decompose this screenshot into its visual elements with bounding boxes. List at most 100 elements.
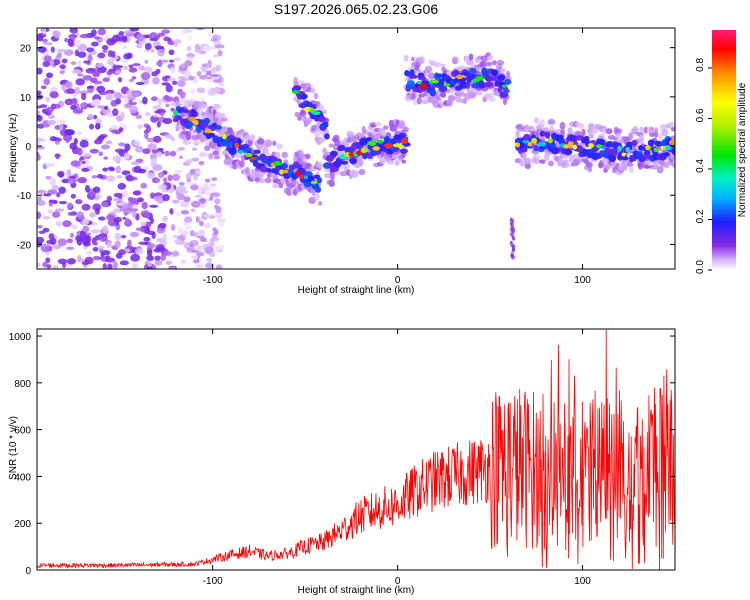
spectrogram-noise-blob <box>143 66 153 73</box>
spectrogram-noise-blob <box>152 105 162 110</box>
spectrogram-ridge-core <box>455 85 463 91</box>
spectrogram-ridge-peak <box>204 129 213 134</box>
spectrogram-noise-blob <box>37 110 41 115</box>
spectrogram-noise-blob <box>171 250 180 257</box>
spectrogram-noise-blob <box>75 39 81 48</box>
spectrogram-noise-blob <box>157 48 165 57</box>
spectrogram-ridge-halo <box>631 125 639 134</box>
spectrogram-ridge-halo <box>440 93 446 98</box>
spectrogram-noise-blob <box>64 129 74 136</box>
spectrogram-ridge-halo <box>403 126 410 133</box>
spectrogram-noise-blob <box>180 259 187 264</box>
spectrogram-ridge-core <box>266 168 272 173</box>
spectrogram-noise-blob <box>105 214 115 221</box>
spectrogram-noise-blob <box>58 123 64 131</box>
spectrogram-noise-blob <box>147 143 157 151</box>
spectrogram-noise-blob <box>37 200 46 206</box>
spectrogram-noise-blob <box>125 175 135 182</box>
spectrogram-noise-blob <box>168 59 175 63</box>
spectrogram-noise-blob <box>154 260 163 266</box>
spectrogram-noise-blob <box>161 59 169 63</box>
spectrogram-noise-blob <box>42 261 48 268</box>
spectrogram-ridge-core <box>182 109 190 114</box>
spectrogram-noise-blob <box>156 60 163 67</box>
spectrogram-ridge-halo <box>276 143 284 150</box>
spectrogram-ridge-peak <box>396 144 405 149</box>
spectrogram-noise-blob <box>190 184 199 191</box>
spectrogram-ridge-halo <box>491 60 497 66</box>
spectrogram-noise-blobs <box>37 28 226 269</box>
spectrogram-ridge-halo <box>389 124 398 132</box>
spectrogram-noise-blob <box>114 232 122 241</box>
spectrogram-noise-blob <box>154 255 161 261</box>
spectrogram-noise-blob <box>92 70 101 78</box>
spectrogram-noise-blob <box>61 84 67 91</box>
spectrogram-ridge-halo <box>359 132 365 139</box>
spectrogram-noise-blob <box>191 147 198 151</box>
spectrogram-ridge-peak <box>372 146 380 151</box>
spectrogram-ridge-halo <box>345 163 351 169</box>
spectrogram-noise-blob <box>70 104 77 111</box>
spectrogram-ridge-halo <box>522 152 527 160</box>
spectrogram-noise-blob <box>187 75 195 81</box>
spectrogram-ridges <box>171 52 675 261</box>
spectrogram-noise-blob <box>214 198 221 205</box>
spectrogram-noise-blob <box>195 216 200 223</box>
spectrogram-ridge-halo <box>339 170 348 177</box>
spectrogram-ridge-peak <box>475 75 485 81</box>
spectrogram-noise-blob <box>71 97 78 106</box>
spectrogram-noise-blob <box>71 224 78 230</box>
spectrogram-ridge-core <box>215 125 222 130</box>
spectrogram-ridge-halo <box>403 54 409 62</box>
spectrogram-ridge-halo <box>208 140 217 149</box>
spectrogram-ridge-core <box>621 156 629 161</box>
spectrogram-ridge-peak <box>625 146 631 153</box>
spectrogram-noise-blob <box>156 227 166 234</box>
spectrogram-noise-blob <box>77 177 87 184</box>
spectrogram-noise-blob <box>103 156 109 160</box>
spectrogram-ridge-halo <box>605 128 613 135</box>
spectrogram-noise-blob <box>144 59 149 64</box>
spectrogram-ridge-halo <box>302 113 307 120</box>
spectrogram-noise-blob <box>159 112 165 117</box>
spectrogram-noise-blob <box>77 147 83 156</box>
spectrogram-noise-blob <box>97 245 105 250</box>
spectrogram-noise-blob <box>81 167 90 172</box>
spectrogram-noise-blob <box>123 152 130 160</box>
spectrogram-noise-blob <box>45 257 51 264</box>
spectrogram-ridge-halo <box>358 168 366 176</box>
spectrogram-noise-blob <box>196 251 205 257</box>
spectrogram-noise-blob <box>111 129 120 134</box>
spectrogram-noise-blob <box>170 107 175 112</box>
spectrogram-ridge-core <box>609 149 618 157</box>
spectrogram-ridge-core <box>399 148 408 154</box>
spectrogram-noise-blob <box>49 87 59 92</box>
spectrogram-ridge-halo <box>601 128 607 135</box>
spectrogram-noise-blob <box>37 236 45 244</box>
snr-panel: -100 0 100 0 200 400 600 800 1000 Height of str… <box>8 328 676 596</box>
spectrogram-noise-blob <box>105 93 114 101</box>
spectrogram-noise-blob <box>162 215 169 222</box>
spectrogram-noise-blob <box>115 98 122 105</box>
spectrogram-ridge-halo <box>484 61 493 67</box>
spectrogram-noise-blob <box>203 214 212 218</box>
spectrogram-ridge-peak <box>567 141 574 146</box>
spectrogram-noise-blob <box>201 63 208 68</box>
spectrogram-noise-blob <box>146 242 156 249</box>
spectrogram-noise-blob <box>177 80 186 88</box>
spectrogram-ridge-core <box>325 155 335 162</box>
spectrogram-noise-blob <box>143 236 151 242</box>
spectrogram-noise-blob <box>49 90 59 99</box>
spectrogram-noise-blob <box>184 60 193 67</box>
spectrogram-noise-blob <box>98 216 106 221</box>
spectrogram-noise-blob <box>84 184 91 193</box>
spectrogram-ridge-halo <box>359 159 364 167</box>
spectrogram-noise-blob <box>105 89 115 95</box>
spectrogram-x-tick-label: -100 <box>203 275 223 286</box>
spectrogram-noise-blob <box>167 174 173 182</box>
spectrogram-noise-blob <box>37 146 45 150</box>
spectrogram-ridge-peak <box>563 144 570 149</box>
spectrogram-noise-blob <box>129 231 140 238</box>
spectrogram-noise-blob <box>118 30 125 36</box>
spectrogram-noise-blob <box>41 38 49 43</box>
